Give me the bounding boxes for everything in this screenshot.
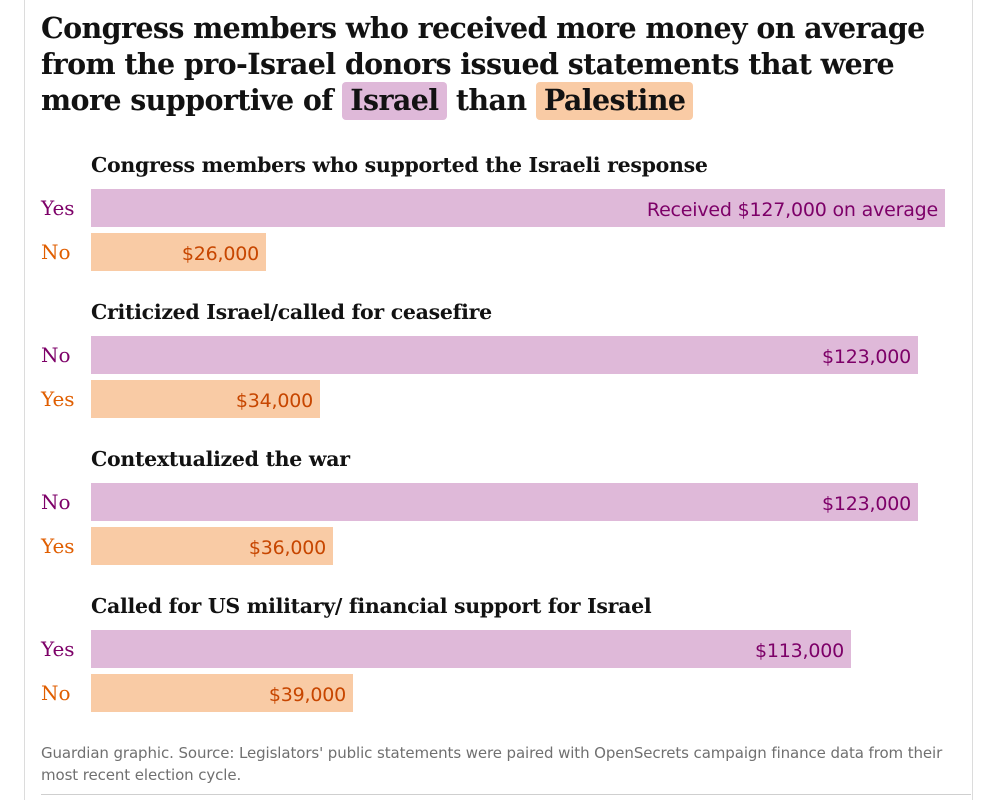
bar-value-label: $39,000	[268, 684, 346, 706]
bar: $39,000	[91, 674, 353, 712]
row-label: Yes	[41, 534, 75, 558]
row-label: Yes	[41, 196, 75, 220]
bar: $123,000	[91, 336, 918, 374]
frame-right-border	[972, 0, 973, 800]
row-label: Yes	[41, 637, 75, 661]
group-title: Criticized Israel/called for ceasefire	[91, 300, 492, 324]
bar-value-label: $123,000	[821, 346, 911, 368]
title-highlight-palestine: Palestine	[535, 82, 694, 120]
row-label: No	[41, 681, 71, 705]
row-label: No	[41, 343, 71, 367]
row-label: Yes	[41, 387, 75, 411]
bar: Received $127,000 on average	[91, 189, 945, 227]
bar: $123,000	[91, 483, 918, 521]
group-title: Contextualized the war	[91, 447, 350, 471]
group-title: Congress members who supported the Israe…	[91, 153, 708, 177]
bar-value-label: $34,000	[235, 390, 313, 412]
frame-bottom-border	[41, 794, 971, 795]
bar: $26,000	[91, 233, 266, 271]
group-title: Called for US military/ financial suppor…	[91, 594, 652, 618]
source-note: Guardian graphic. Source: Legislators' p…	[41, 744, 943, 784]
row-label: No	[41, 490, 71, 514]
bar-value-label: $36,000	[248, 537, 326, 559]
bar: $34,000	[91, 380, 320, 418]
row-label: No	[41, 240, 71, 264]
chart-title: Congress members who received more money…	[41, 10, 961, 120]
bar-value-label: $113,000	[754, 640, 844, 662]
title-than: than	[455, 83, 527, 117]
title-highlight-israel: Israel	[342, 82, 447, 120]
bar: $36,000	[91, 527, 333, 565]
bar-value-label: $123,000	[821, 493, 911, 515]
chart-title-text: Congress members who received more money…	[41, 11, 925, 117]
bar-value-label: Received $127,000 on average	[646, 199, 938, 221]
frame-left-border	[24, 0, 25, 800]
bar: $113,000	[91, 630, 851, 668]
bar-value-label: $26,000	[181, 243, 259, 265]
